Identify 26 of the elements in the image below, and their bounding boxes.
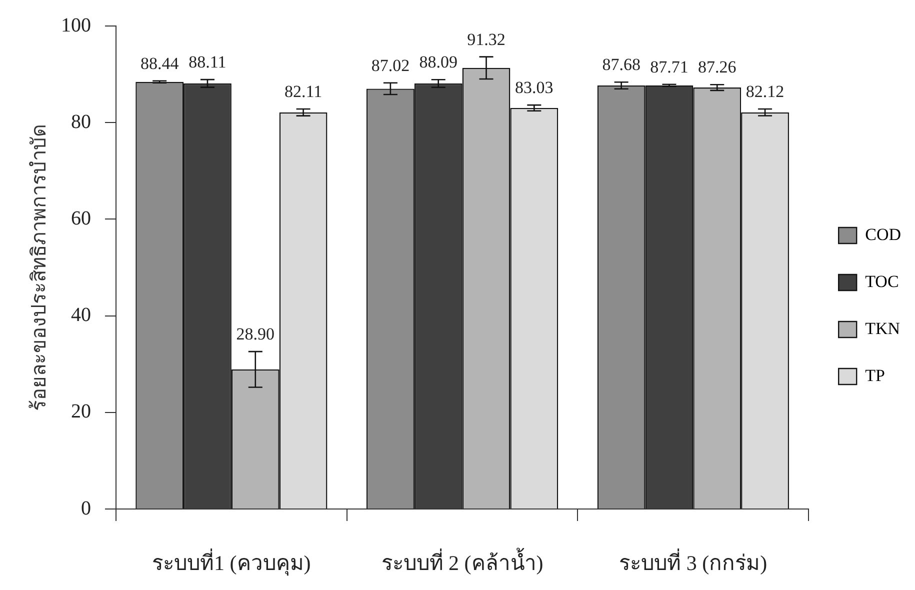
data-label: 87.71 [650, 57, 688, 76]
x-tick-label: ระบบที่1 (ควบคุม) [152, 548, 311, 576]
y-axis-title: ร้อยละของประสิทธิภาพการบำบัด [28, 124, 50, 411]
data-label: 88.11 [188, 52, 226, 72]
data-label: 87.68 [602, 55, 640, 74]
y-tick-label: 20 [71, 400, 91, 423]
data-label: 87.26 [698, 58, 736, 77]
y-tick-label: 80 [71, 110, 91, 133]
y-tick-label: 60 [71, 207, 91, 230]
legend-label: TP [865, 366, 885, 385]
y-tick-label: 40 [71, 304, 91, 326]
legend-label: TKN [865, 318, 900, 338]
y-tick-label: 100 [61, 14, 91, 36]
y-tick-label: 0 [81, 497, 91, 520]
data-label: 87.02 [371, 56, 410, 75]
data-label: 83.03 [515, 78, 554, 98]
data-label: 28.90 [236, 324, 275, 344]
data-label: 88.09 [419, 52, 458, 72]
data-label: 88.44 [140, 54, 180, 73]
legend-label: COD [865, 224, 902, 244]
data-label: 82.11 [284, 82, 322, 101]
legend-label: TOC [865, 272, 899, 291]
x-tick-label: ระบบที่ 3 (กกร่ม) [619, 548, 768, 576]
data-label: 82.12 [746, 82, 784, 101]
data-label: 91.32 [467, 30, 506, 49]
x-tick-label: ระบบที่ 2 (คล้าน้ำ) [381, 548, 544, 576]
